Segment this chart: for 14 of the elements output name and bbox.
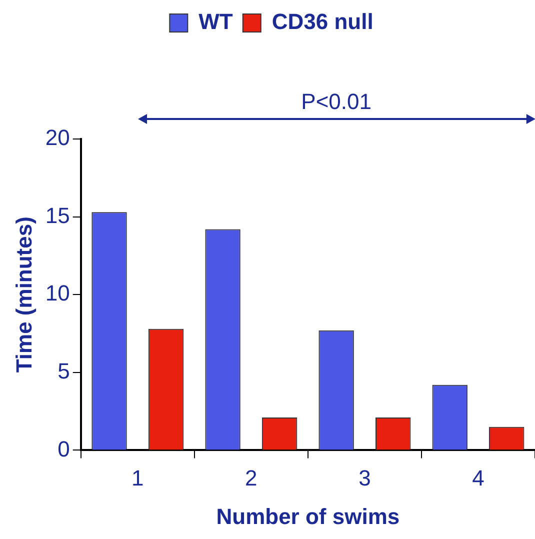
y-tick-label: 5 xyxy=(58,358,70,384)
x-axis-title: Number of swims xyxy=(216,504,400,529)
x-tick-label: 4 xyxy=(472,465,484,490)
x-tick-label: 1 xyxy=(132,465,144,490)
y-tick-label: 15 xyxy=(45,202,70,228)
x-tick-label: 3 xyxy=(358,465,371,490)
x-tick-label: 2 xyxy=(245,465,258,490)
y-axis-title: Time (minutes) xyxy=(11,216,36,373)
y-tick-label: 10 xyxy=(45,280,70,306)
y-tick-label: 20 xyxy=(45,125,70,150)
legend-label: CD36 null xyxy=(272,9,374,34)
legend-label: WT xyxy=(198,9,234,34)
text: P<0.01 xyxy=(301,89,372,114)
y-tick-label: 0 xyxy=(58,436,70,462)
